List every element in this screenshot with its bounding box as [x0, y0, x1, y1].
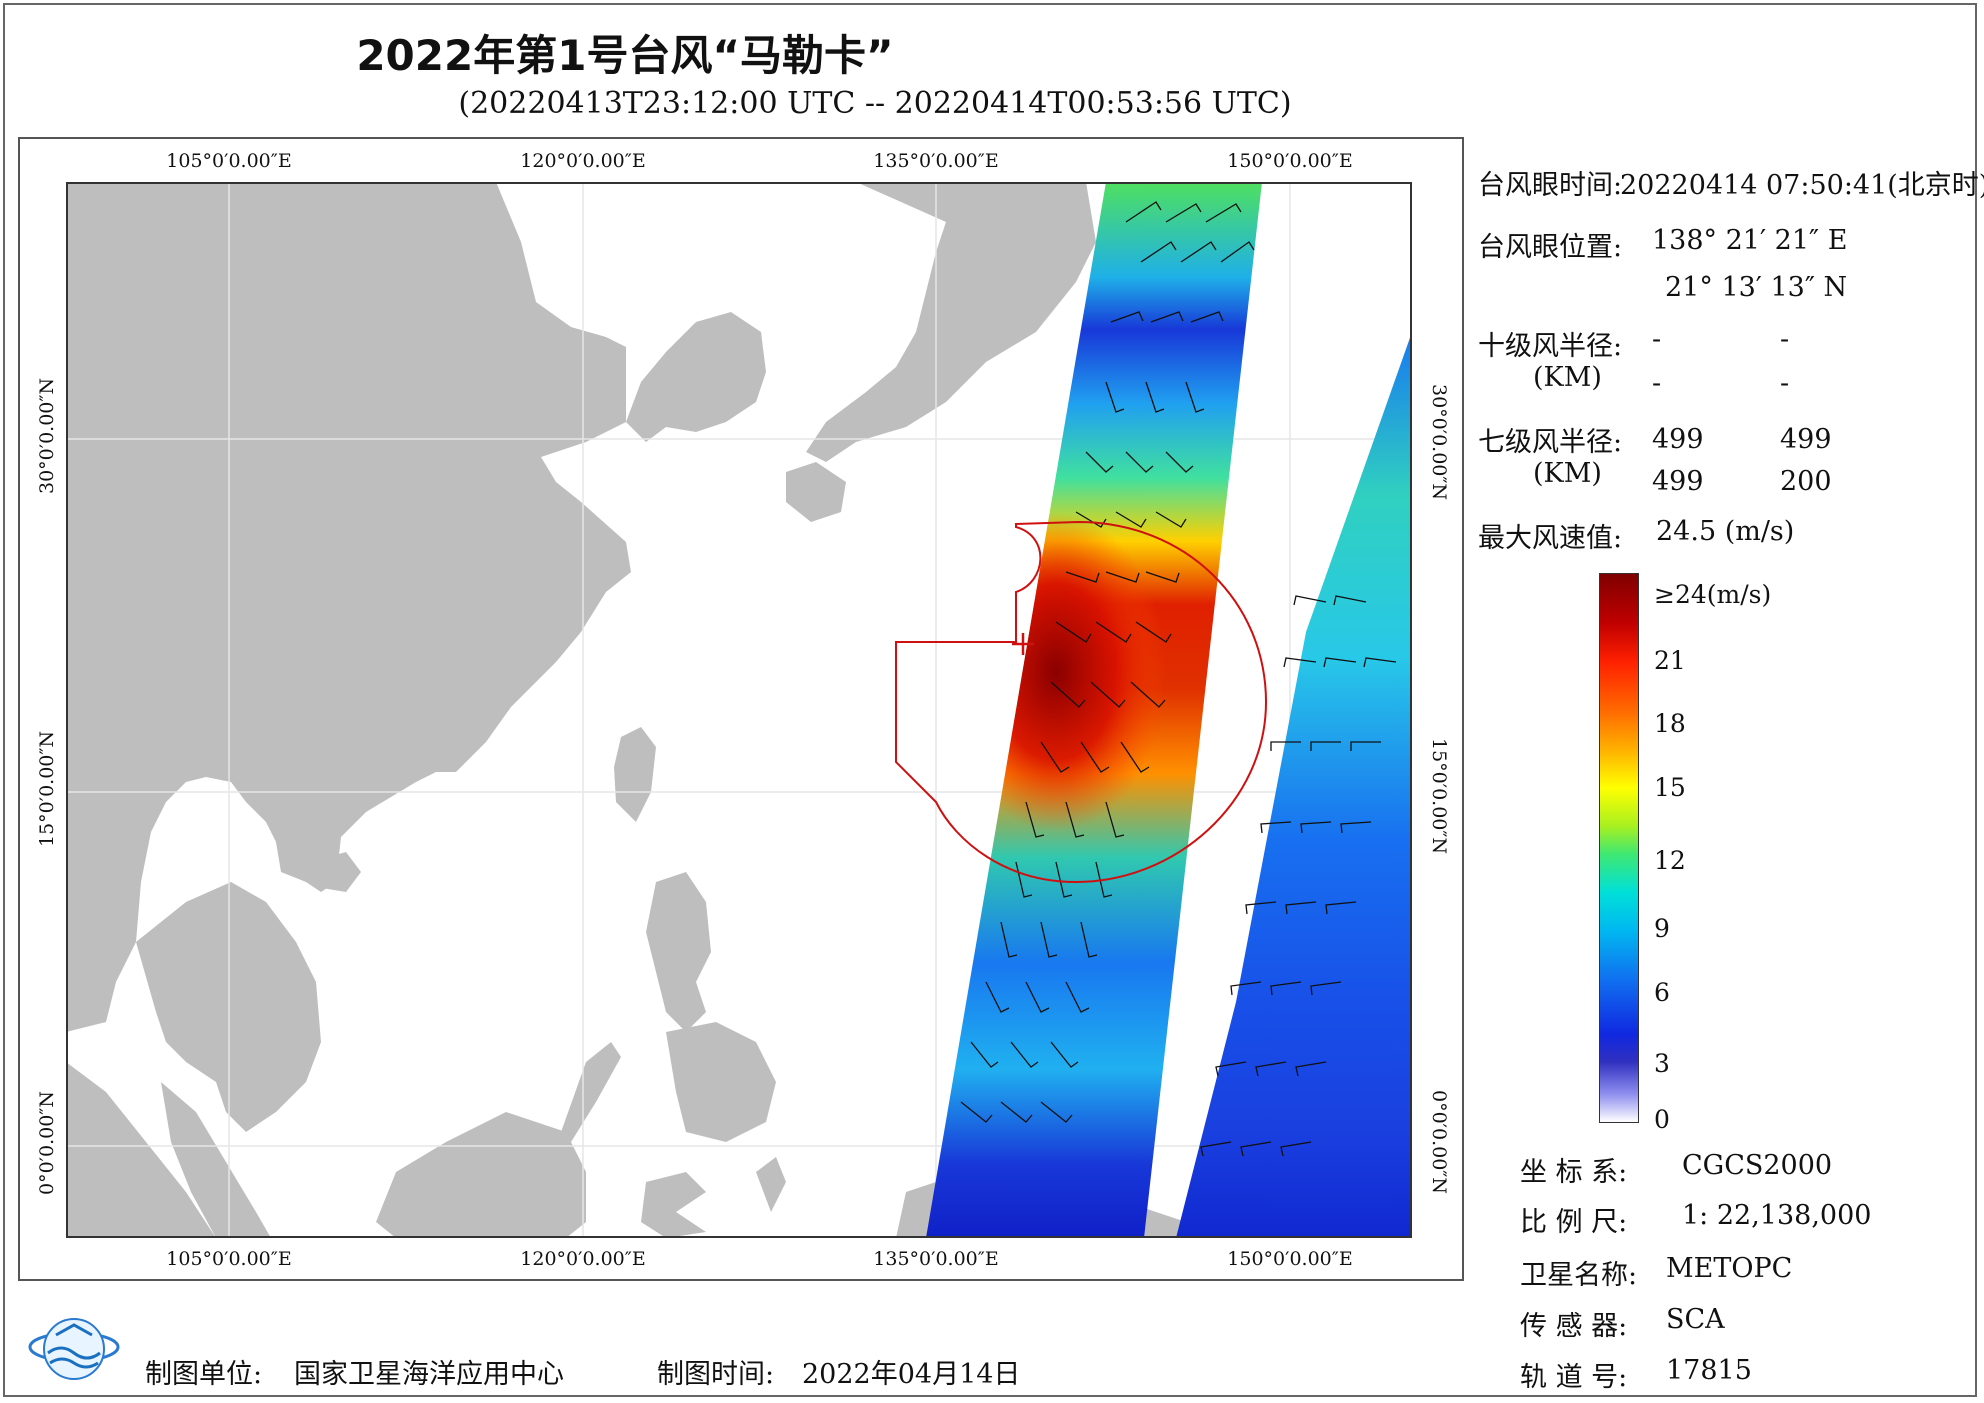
colorbar-label-3: 3 [1654, 1049, 1670, 1078]
sumatra [66, 1062, 216, 1238]
colorbar-label-15: 15 [1654, 773, 1686, 802]
eye-lat-value: 21° 13′ 13″ N [1665, 272, 1848, 303]
swath-east [1176, 332, 1412, 1238]
colorbar-label-9: 9 [1654, 914, 1670, 943]
max-wind-label: 最大风速值: [1478, 523, 1623, 554]
lon-label-105-bottom: 105°0′0.00″E [166, 1248, 292, 1270]
unit-value: 国家卫星海洋应用中心 [294, 1359, 564, 1390]
asia-mainland [66, 182, 631, 1032]
time-label: 制图时间: [657, 1359, 775, 1390]
r7-value-sw: 499 [1652, 466, 1704, 497]
wind-barbs-east [1200, 595, 1397, 1157]
korea-peninsula [626, 312, 766, 442]
lon-label-150-top: 150°0′0.00″E [1227, 150, 1353, 172]
lon-label-150-bottom: 150°0′0.00″E [1227, 1248, 1353, 1270]
r7-unit: (KM) [1533, 458, 1602, 489]
map-subtitle: (20220413T23:12:00 UTC -- 20220414T00:53… [458, 86, 1292, 121]
r7-value-ne: 499 [1652, 424, 1704, 455]
map-title: 2022年第1号台风“马勒卡” [356, 31, 894, 80]
lon-label-120-top: 120°0′0.00″E [520, 150, 646, 172]
hainan [311, 852, 361, 892]
crs-value: CGCS2000 [1682, 1150, 1833, 1181]
eye-time-label: 台风眼时间: [1478, 170, 1623, 201]
colorbar-label-12: 12 [1654, 846, 1686, 875]
lat-label-15-left: 15°0′0.00″N [36, 730, 58, 847]
eye-time-value: 20220414 07:50:41(北京时) [1620, 170, 1984, 201]
colorbar-label-18: 18 [1654, 709, 1686, 738]
r10-value-nw: - [1780, 368, 1790, 399]
max-wind-value: 24.5 (m/s) [1656, 516, 1795, 547]
lat-label-15-right: 15°0′0.00″N [1428, 738, 1450, 855]
eye-pos-label: 台风眼位置: [1478, 232, 1623, 263]
typhoon-eye-marker [1012, 633, 1034, 655]
kyushu-shikoku [786, 462, 846, 522]
colorbar-label-6: 6 [1654, 978, 1670, 1007]
outer-border [3, 3, 1977, 1397]
sensor-value: SCA [1666, 1304, 1725, 1335]
scale-value: 1: 22,138,000 [1682, 1200, 1872, 1231]
luzon [646, 872, 711, 1032]
wind-speed-colorbar [1599, 573, 1639, 1123]
r10-label: 十级风半径: [1478, 331, 1623, 362]
r10-value-ne: - [1652, 324, 1662, 355]
palawan [561, 1042, 621, 1142]
sensor-label: 传 感 器: [1520, 1311, 1628, 1342]
nsoas-logo-icon [28, 1318, 120, 1380]
orbit-label: 轨 道 号: [1520, 1362, 1628, 1393]
lon-label-105-top: 105°0′0.00″E [166, 150, 292, 172]
map-canvas[interactable] [66, 182, 1412, 1238]
r10-value-sw: - [1652, 368, 1662, 399]
visayas-mindanao [666, 1022, 776, 1142]
lon-label-135-top: 135°0′0.00″E [873, 150, 999, 172]
colorbar-label-21: 21 [1654, 646, 1686, 675]
halmahera [756, 1157, 786, 1212]
time-value: 2022年04月14日 [802, 1359, 1021, 1390]
scale-label: 比 例 尺: [1520, 1207, 1628, 1238]
wind-barbs [960, 201, 1255, 1123]
unit-label: 制图单位: [145, 1359, 263, 1390]
r10-unit: (KM) [1533, 362, 1602, 393]
satellite-label: 卫星名称: [1520, 1260, 1638, 1291]
lat-label-0-right: 0°0′0.00″N [1428, 1090, 1450, 1195]
colorbar-label-0: 0 [1654, 1105, 1670, 1134]
lat-label-0-left: 0°0′0.00″N [36, 1090, 58, 1195]
orbit-value: 17815 [1666, 1355, 1752, 1386]
borneo [376, 1112, 586, 1238]
lon-label-135-bottom: 135°0′0.00″E [873, 1248, 999, 1270]
colorbar-label-24: ≥24(m/s) [1654, 580, 1772, 609]
r7-label: 七级风半径: [1478, 427, 1623, 458]
honshu [806, 182, 1096, 462]
lat-label-30-left: 30°0′0.00″N [36, 377, 58, 494]
map-frame [18, 137, 1464, 1281]
malay-peninsula [161, 1082, 271, 1238]
wind-radius-outline [895, 520, 1268, 884]
land-masses [66, 182, 1216, 1238]
map-data-frame [66, 182, 1412, 1238]
lon-label-120-bottom: 120°0′0.00″E [520, 1248, 646, 1270]
taiwan [614, 727, 656, 822]
lat-label-30-right: 30°0′0.00″N [1428, 384, 1450, 501]
r7-value-nw: 200 [1780, 466, 1832, 497]
sulawesi [641, 1172, 706, 1238]
crs-label: 坐 标 系: [1520, 1157, 1628, 1188]
r7-value-se: 499 [1780, 424, 1832, 455]
eye-lon-value: 138° 21′ 21″ E [1652, 225, 1848, 256]
satellite-value: METOPC [1666, 1253, 1793, 1284]
r10-value-se: - [1780, 324, 1790, 355]
